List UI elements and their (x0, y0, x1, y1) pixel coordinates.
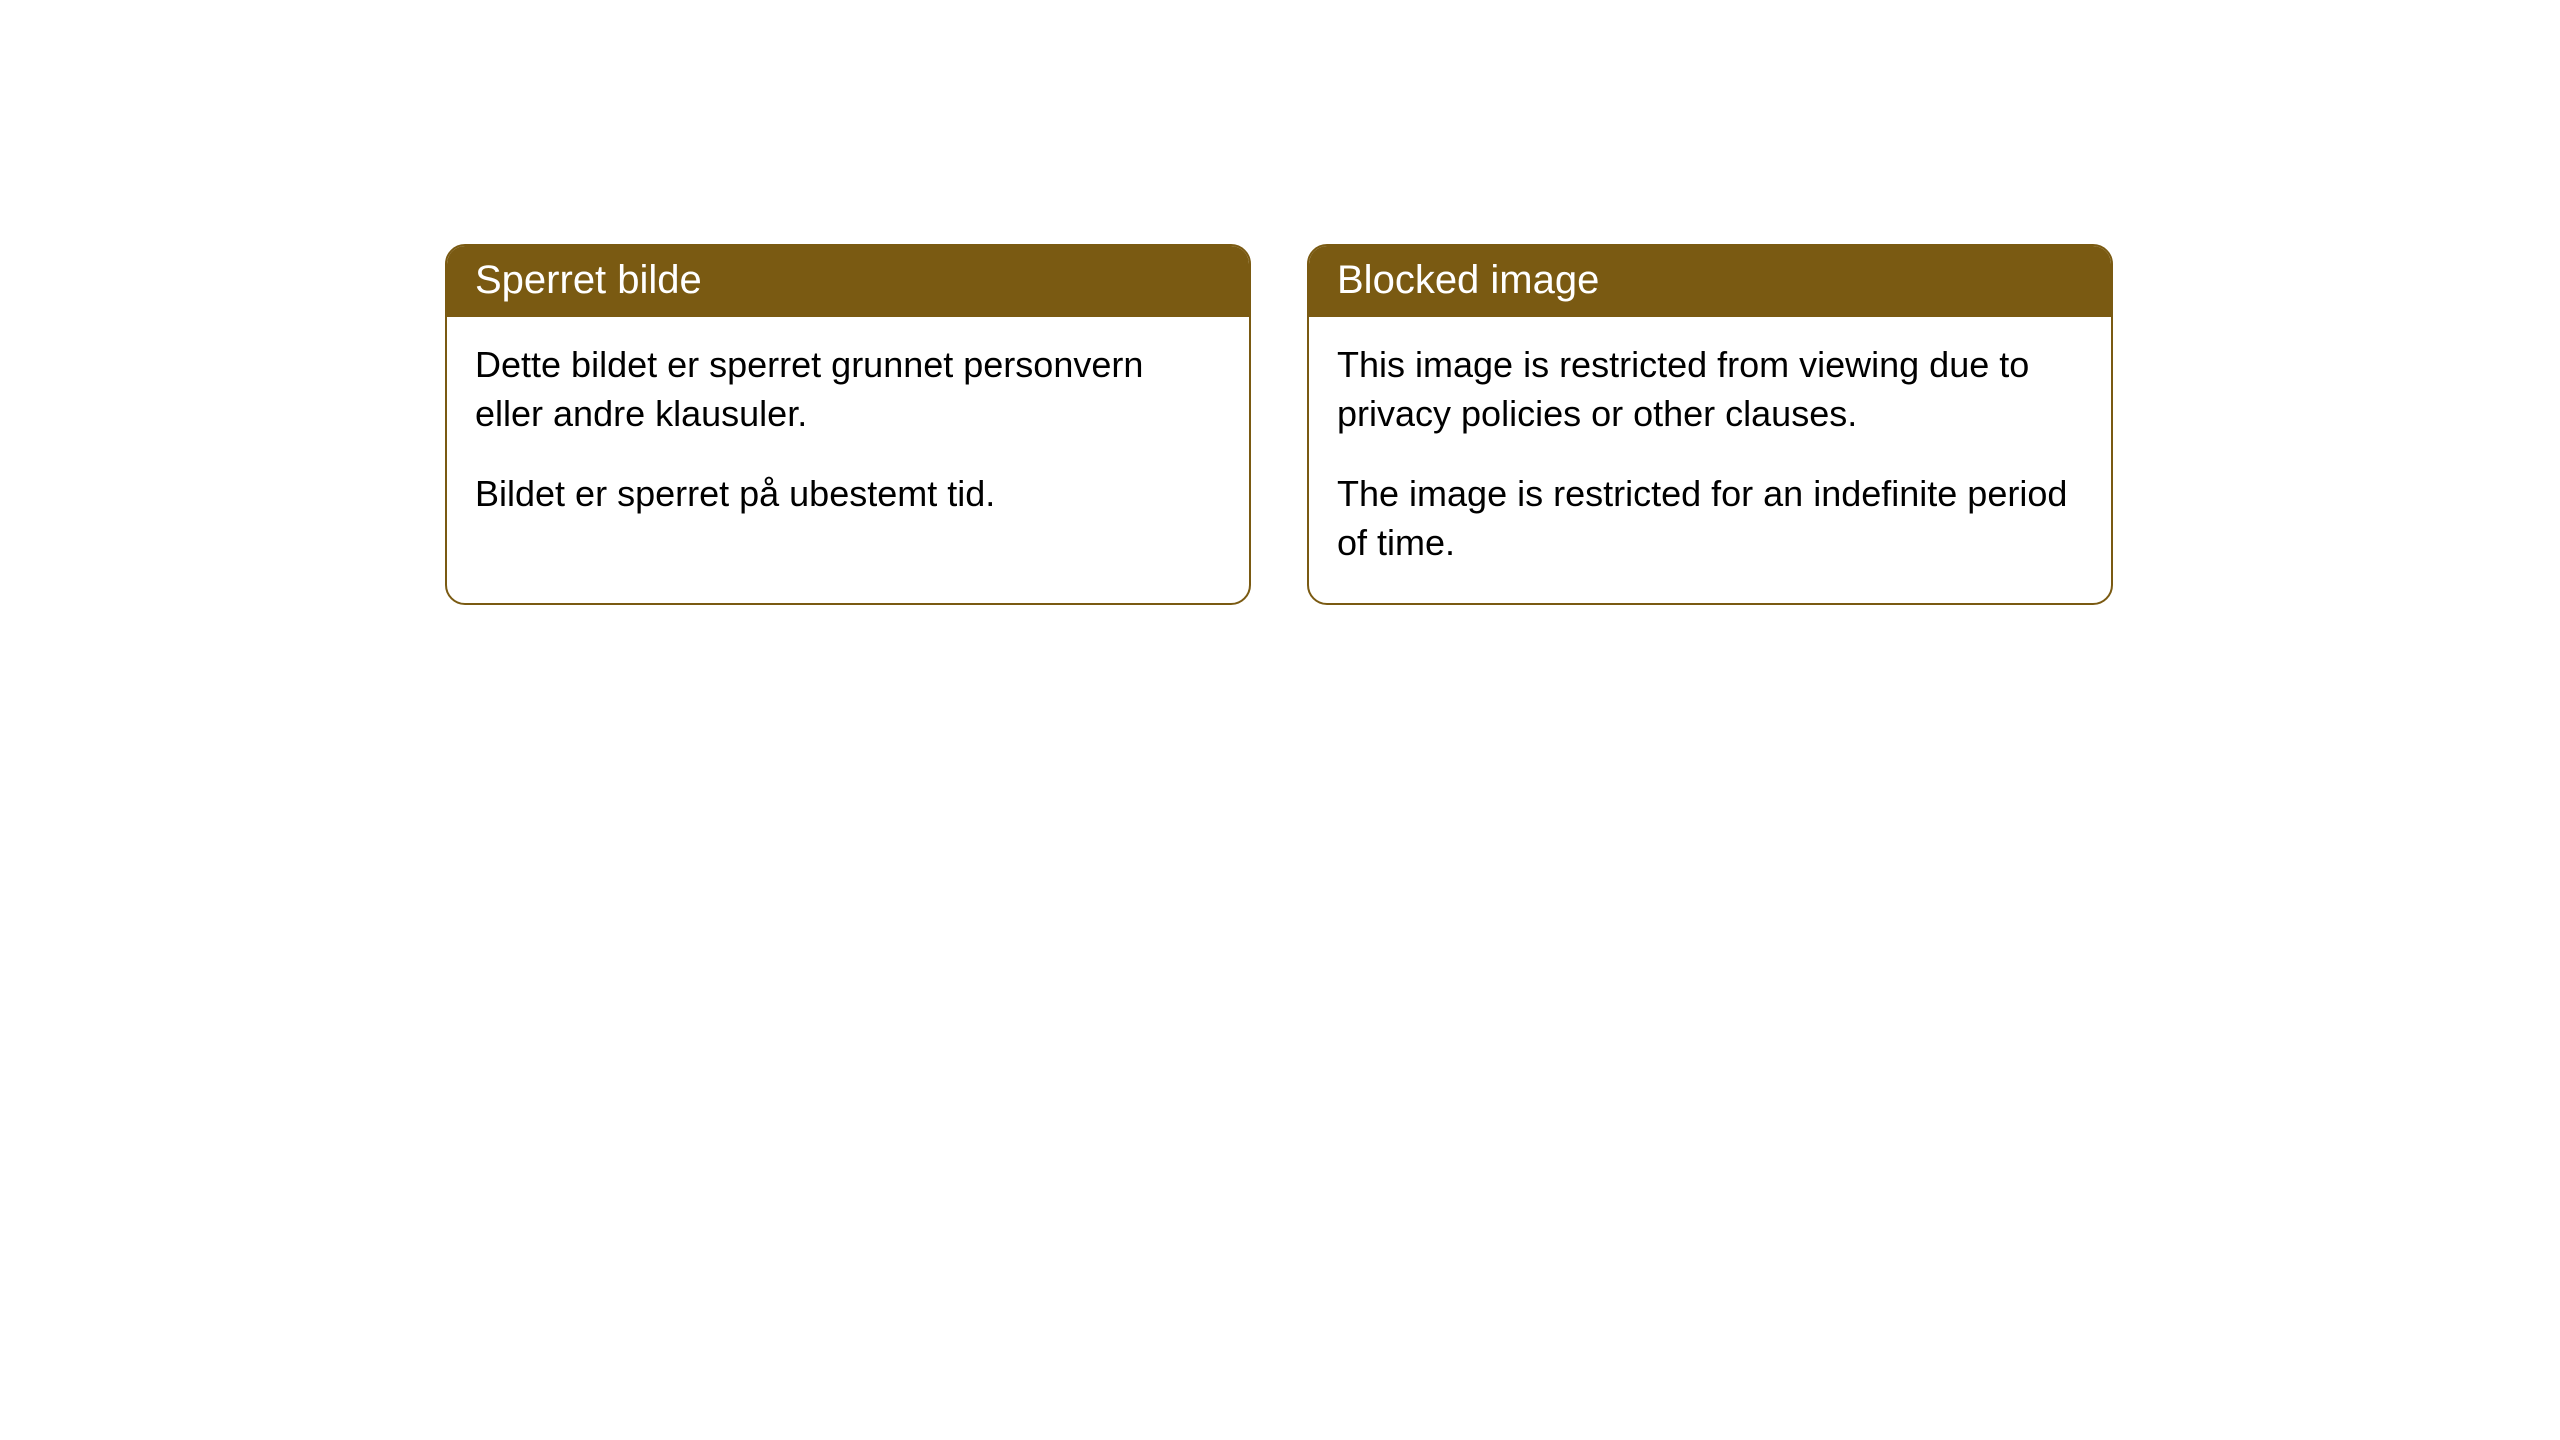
card-body: Dette bildet er sperret grunnet personve… (447, 317, 1249, 555)
card-header: Blocked image (1309, 246, 2111, 317)
card-body: This image is restricted from viewing du… (1309, 317, 2111, 603)
blocked-image-card-norwegian: Sperret bilde Dette bildet er sperret gr… (445, 244, 1251, 605)
card-header: Sperret bilde (447, 246, 1249, 317)
blocked-image-card-english: Blocked image This image is restricted f… (1307, 244, 2113, 605)
card-container: Sperret bilde Dette bildet er sperret gr… (0, 0, 2560, 605)
card-paragraph: Dette bildet er sperret grunnet personve… (475, 341, 1221, 438)
card-paragraph: This image is restricted from viewing du… (1337, 341, 2083, 438)
card-paragraph: The image is restricted for an indefinit… (1337, 470, 2083, 567)
card-paragraph: Bildet er sperret på ubestemt tid. (475, 470, 1221, 519)
